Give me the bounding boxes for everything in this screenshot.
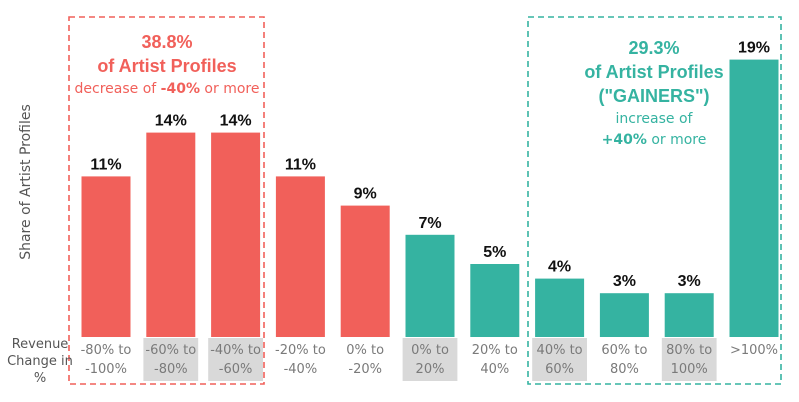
bars xyxy=(81,59,779,337)
category-band xyxy=(532,338,587,381)
x-tick-label: -40% to -60% xyxy=(210,343,261,377)
annotation-headline: of Artist Profiles xyxy=(97,56,236,76)
x-tick-label: 40% to 60% xyxy=(537,343,583,377)
data-label: 3% xyxy=(613,273,636,290)
x-axis-title: Revenue Change in% xyxy=(7,337,73,386)
annotation-headline: of Artist Profiles xyxy=(584,62,723,82)
bar xyxy=(405,234,455,337)
bar xyxy=(535,278,585,337)
annotation-text: decrease of -40% or more xyxy=(75,81,260,97)
category-band xyxy=(661,338,717,381)
bar xyxy=(275,176,325,337)
data-label: 11% xyxy=(285,156,316,173)
category-band xyxy=(208,338,263,381)
annotation-text: increase of xyxy=(616,111,694,127)
x-tick-label: -60% to -80% xyxy=(145,343,196,377)
bar xyxy=(211,132,261,337)
annotation-headline: 29.3% xyxy=(628,38,679,58)
data-label: 5% xyxy=(483,244,506,261)
annotation-headline: ("GAINERS") xyxy=(598,86,709,106)
x-tick-label: 0% to 20% xyxy=(411,343,449,377)
annotation-box xyxy=(68,16,265,385)
bar xyxy=(146,132,196,337)
x-tick-label: -80% to -100% xyxy=(81,343,132,377)
data-label: 4% xyxy=(548,259,571,276)
category-bands xyxy=(143,338,717,381)
bar xyxy=(340,205,390,337)
y-axis-label: Share of Artist Profiles xyxy=(18,104,34,260)
data-label: 14% xyxy=(155,113,187,130)
x-tick-label: 20% to 40% xyxy=(472,343,518,377)
x-tick-label: 0% to -20% xyxy=(346,343,384,377)
category-band xyxy=(402,338,458,381)
data-label: 3% xyxy=(678,273,701,290)
bar xyxy=(470,264,520,337)
bar xyxy=(729,59,779,337)
x-tick-label: 60% to 80% xyxy=(601,343,647,377)
x-tick-label: >100% xyxy=(730,343,778,358)
data-labels: 11% 14% 14% 11% 9% 7% 5% 4% 3% 3% 19% xyxy=(90,40,770,291)
annotation-text: +40% or more xyxy=(602,132,707,148)
data-label: 7% xyxy=(418,215,441,232)
data-label: 19% xyxy=(738,40,770,57)
bar xyxy=(664,293,714,337)
x-tick-labels: -80% to -100% -60% to -80% -40% to -60% -20% t… xyxy=(81,343,778,377)
category-band xyxy=(143,338,199,381)
x-tick-label: 80% to 100% xyxy=(666,343,712,377)
annotation-headline: 38.8% xyxy=(141,32,192,52)
annotations: 38.8% of Artist Profiles decrease of -40% … xyxy=(68,16,782,385)
data-label: 11% xyxy=(90,156,121,173)
data-label: 14% xyxy=(220,113,252,130)
bar xyxy=(81,176,131,337)
bar xyxy=(599,293,649,337)
data-label: 9% xyxy=(354,186,377,203)
x-tick-label: -20% to -40% xyxy=(275,343,326,377)
